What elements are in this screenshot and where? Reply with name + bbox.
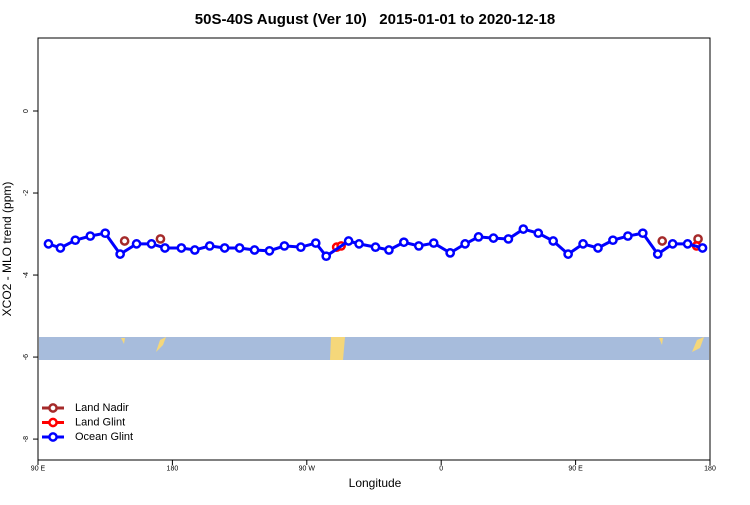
chart-title: 50S-40S August (Ver 10) 2015-01-01 to 20… <box>195 11 555 28</box>
data-point <box>295 242 306 253</box>
y-tick-label: -4 <box>23 272 30 278</box>
ocean-band <box>39 337 709 360</box>
data-point <box>321 251 332 262</box>
x-tick-label: 90 W <box>299 466 316 473</box>
land-strip <box>39 337 709 360</box>
data-point <box>697 243 708 253</box>
data-point <box>384 245 394 255</box>
data-point <box>578 239 588 249</box>
data-point <box>563 249 573 259</box>
x-tick-label: 90 E <box>31 466 46 473</box>
data-point <box>119 236 130 246</box>
data-point <box>146 239 157 249</box>
legend-marker <box>48 432 58 442</box>
data-point <box>70 235 81 246</box>
data-point <box>204 241 215 251</box>
y-axis-label: XCO2 - MLO trend (ppm) <box>0 182 14 317</box>
data-point <box>652 249 663 259</box>
data-point <box>667 239 678 249</box>
land-patch <box>121 338 125 344</box>
data-point <box>264 245 275 256</box>
data-point <box>155 234 166 244</box>
data-point <box>43 239 54 249</box>
data-point <box>428 238 439 248</box>
land-patch <box>692 337 704 352</box>
data-point <box>637 228 648 239</box>
x-tick-label: 0 <box>439 466 443 473</box>
x-tick-label: 180 <box>704 466 716 473</box>
data-point <box>279 241 290 251</box>
data-point <box>249 245 260 255</box>
data-point <box>460 239 470 249</box>
data-point <box>413 241 424 251</box>
legend-marker <box>48 417 58 428</box>
data-point <box>518 224 529 234</box>
data-point <box>160 243 170 253</box>
data-point <box>399 237 409 248</box>
data-point <box>682 239 693 249</box>
y-tick-label: -8 <box>23 436 30 442</box>
land-patch <box>330 337 345 360</box>
data-point <box>593 243 603 253</box>
data-point <box>608 235 618 246</box>
plot-frame <box>37 37 711 461</box>
data-point <box>488 233 499 243</box>
x-axis-label: Longitude <box>349 476 402 490</box>
y-tick-label: -2 <box>23 190 30 196</box>
x-tick-label: 180 <box>167 466 179 473</box>
data-point <box>657 236 668 246</box>
data-point <box>310 238 321 248</box>
legend-label: Ocean Glint <box>75 431 133 443</box>
data-point <box>343 236 354 246</box>
data-point <box>445 248 456 258</box>
y-tick-label: 0 <box>23 109 30 113</box>
land-patch <box>156 337 166 352</box>
y-tick-label: -6 <box>23 354 30 360</box>
data-point <box>354 239 364 249</box>
data-point <box>55 243 66 253</box>
data-point <box>370 242 381 253</box>
data-point <box>473 232 484 242</box>
legend-label: Land Nadir <box>75 402 129 414</box>
data-point <box>219 243 230 253</box>
data-point <box>131 239 142 249</box>
land-patch <box>659 338 663 345</box>
data-point <box>100 228 111 239</box>
data-point <box>503 234 514 244</box>
data-point <box>85 231 96 241</box>
legend-marker <box>48 403 58 413</box>
data-point <box>115 249 125 259</box>
data-point <box>533 228 544 239</box>
data-point <box>189 245 200 255</box>
data-point <box>234 243 245 253</box>
data-point <box>623 231 633 241</box>
data-point <box>176 243 187 253</box>
x-tick-label: 90 E <box>568 466 583 473</box>
legend-label: Land Glint <box>75 416 125 428</box>
data-point <box>548 236 559 246</box>
